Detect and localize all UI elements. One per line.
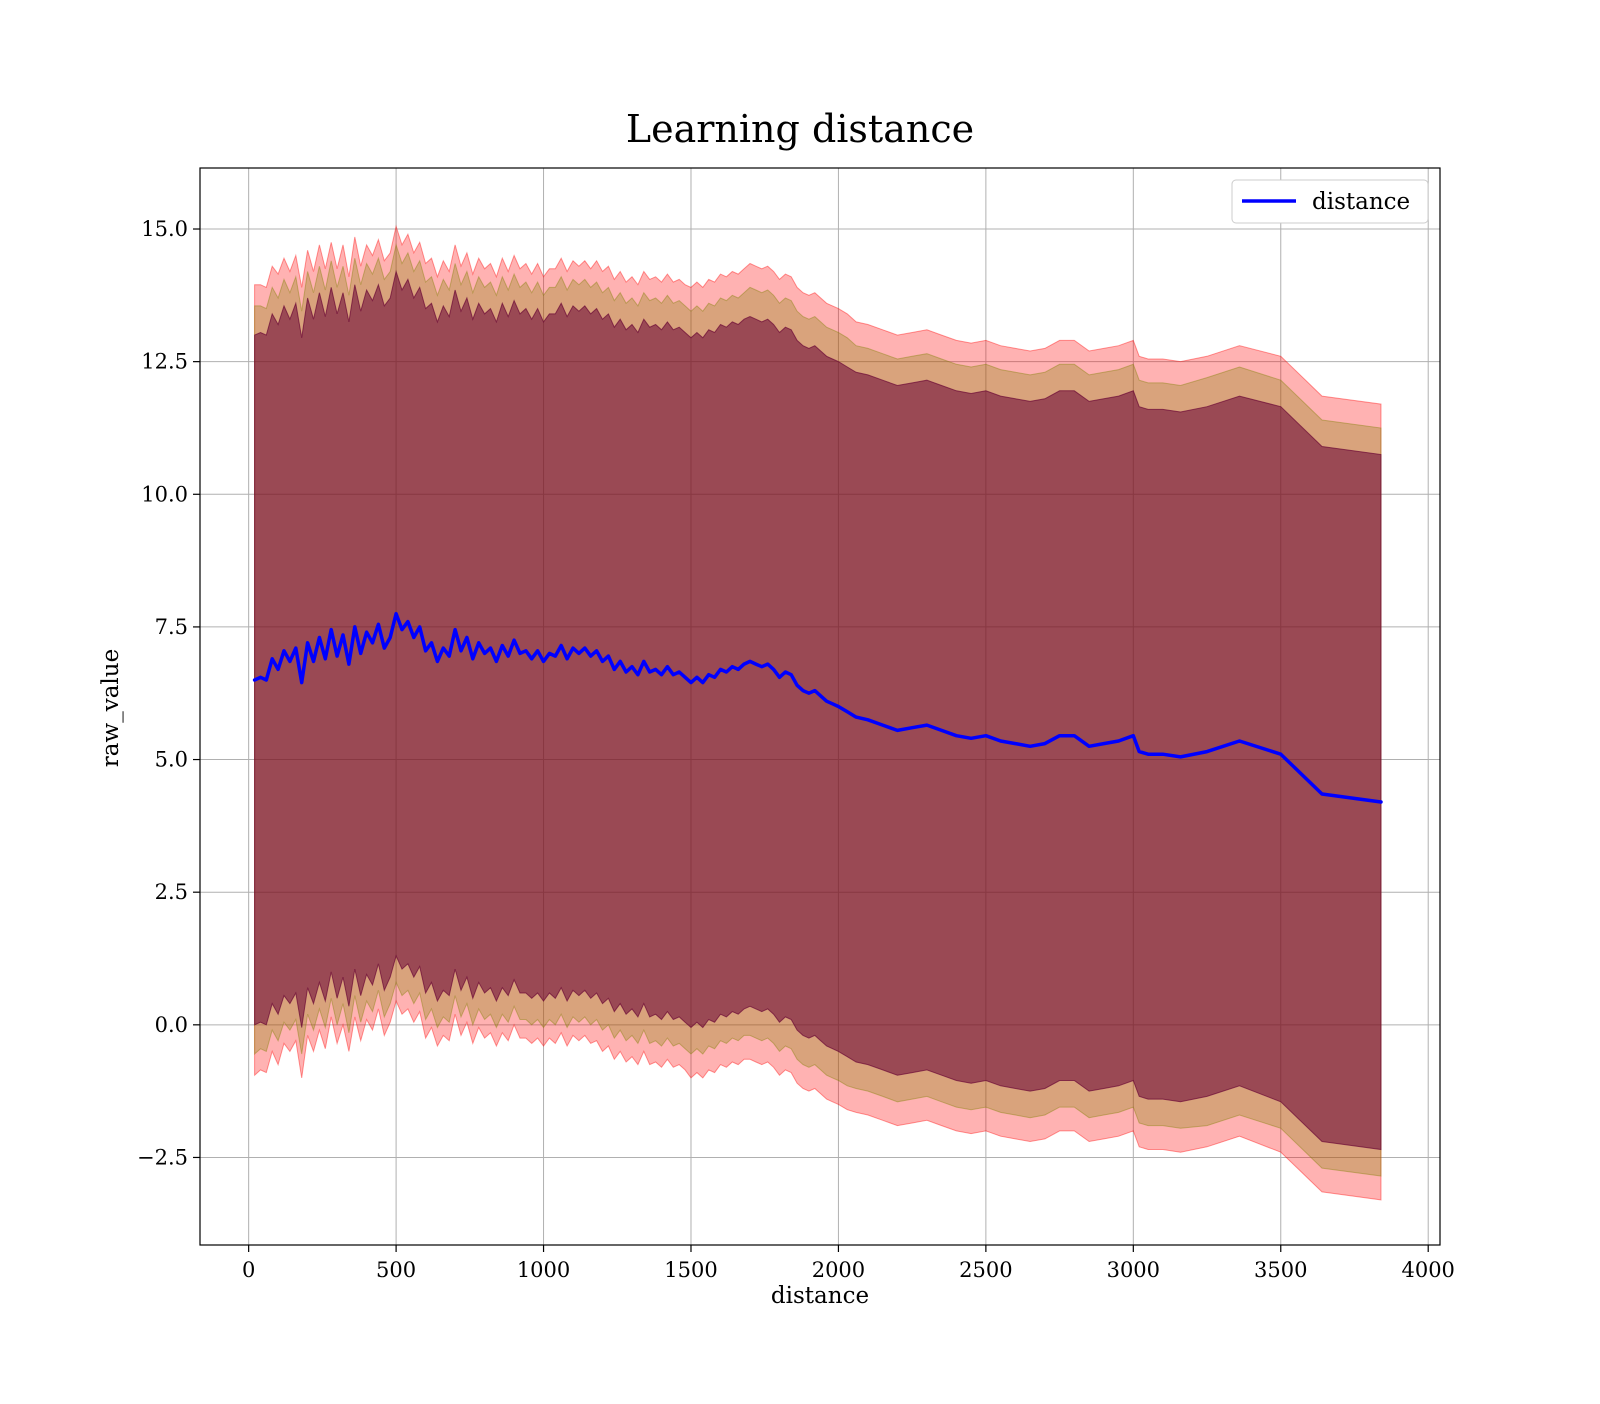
chart-title: Learning distance xyxy=(626,107,974,151)
x-tick-label: 500 xyxy=(376,1258,416,1282)
x-axis-label: distance xyxy=(771,1283,869,1309)
legend-box xyxy=(1231,179,1429,224)
legend-label: distance xyxy=(1312,189,1410,215)
series-lines xyxy=(252,611,1383,804)
y-axis-label: raw_value xyxy=(98,649,124,767)
y-tick-label: 0.0 xyxy=(155,1013,188,1037)
confidence-band xyxy=(254,269,1382,1151)
y-tick-label: 2.5 xyxy=(155,880,188,904)
x-tick-label: 3500 xyxy=(1254,1258,1307,1282)
legend: distance xyxy=(1231,179,1429,224)
series-line-distance xyxy=(252,611,1383,804)
x-tick-label: 1500 xyxy=(664,1258,717,1282)
axis-ticks: 0 500 1000 1500 2000 2500 3000 3500 4000 −2.5 0.0 2… xyxy=(137,217,1455,1282)
x-tick-label: 0 xyxy=(242,1258,255,1282)
x-tick-label: 4000 xyxy=(1401,1258,1454,1282)
y-tick-label: 10.0 xyxy=(141,482,188,506)
x-tick-label: 3000 xyxy=(1107,1258,1160,1282)
y-tick-label: 15.0 xyxy=(141,217,188,241)
y-tick-label: −2.5 xyxy=(137,1145,188,1169)
confidence-bands xyxy=(254,224,1382,1201)
y-tick-label: 7.5 xyxy=(155,615,188,639)
x-tick-label: 1000 xyxy=(517,1258,570,1282)
y-tick-label: 5.0 xyxy=(155,748,188,772)
y-tick-label: 12.5 xyxy=(141,350,188,374)
x-tick-label: 2000 xyxy=(812,1258,865,1282)
plot-frame xyxy=(199,167,1441,1246)
x-tick-label: 2500 xyxy=(959,1258,1012,1282)
